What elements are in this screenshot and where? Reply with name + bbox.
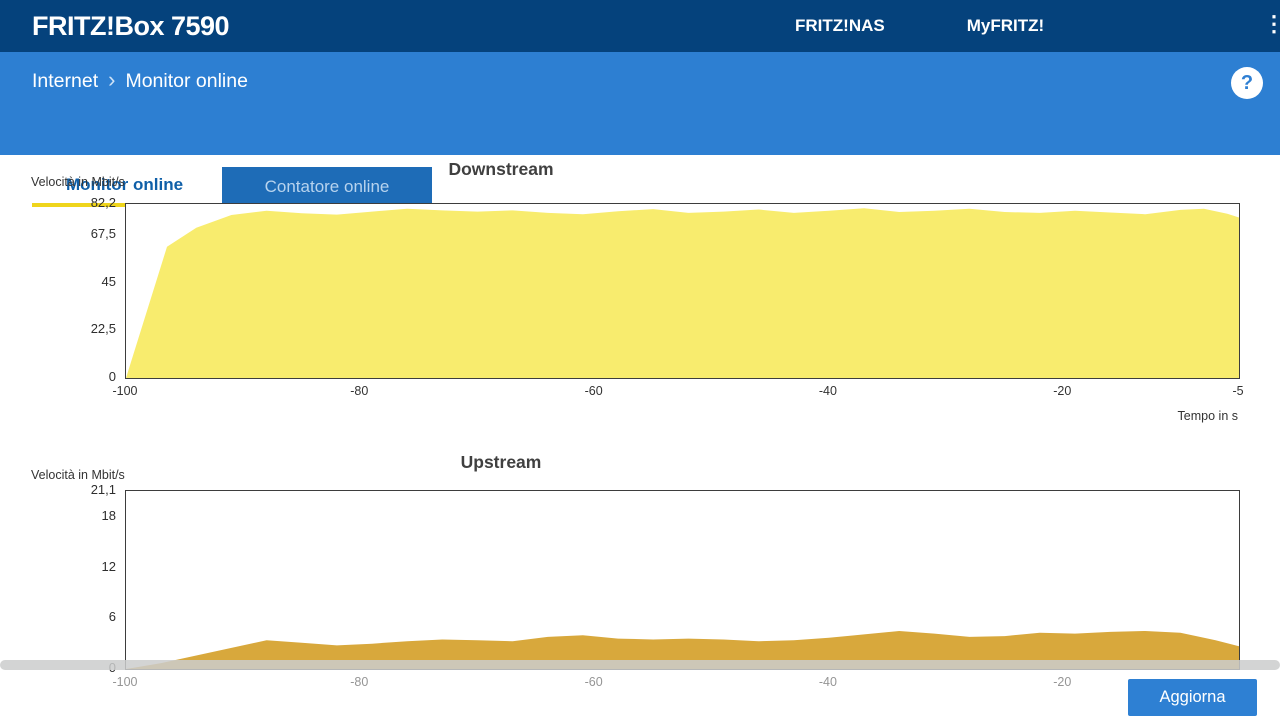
horizontal-scrollbar[interactable]: [0, 660, 1280, 670]
tab-monitor-online[interactable]: Monitor online: [32, 167, 217, 207]
x-tick-label: -80: [350, 384, 369, 398]
x-tick-label: -100: [112, 384, 138, 398]
help-button[interactable]: ?: [1231, 67, 1263, 99]
x-tick-label: -100: [112, 675, 138, 689]
x-tick-label: -40: [818, 675, 837, 689]
x-tick-label: -20: [1053, 675, 1072, 689]
kebab-menu-icon[interactable]: ⋮: [1263, 11, 1280, 36]
x-tick-label: -20: [1053, 384, 1072, 398]
tab-bar: Monitor online Contatore online: [32, 167, 432, 207]
downstream-area-series: [126, 208, 1239, 378]
upstream-area-series: [126, 631, 1239, 669]
y-tick-label: 18: [101, 508, 116, 524]
y-tick-label: 12: [101, 558, 116, 574]
y-tick-label: 67,5: [90, 226, 116, 242]
y-tick-label: 21,1: [90, 482, 116, 497]
app-title: FRITZ!Box 7590: [32, 11, 230, 41]
x-tick-label: -60: [584, 384, 603, 398]
chart-title-upstream: Upstream: [460, 452, 542, 472]
nav-fritznas[interactable]: FRITZ!NAS: [795, 16, 885, 35]
breadcrumb-page: Monitor online: [125, 69, 248, 92]
y-tick-label: 45: [101, 273, 116, 289]
x-tick-label: -40: [818, 384, 837, 398]
chart-title-downstream: Downstream: [448, 159, 554, 179]
refresh-button[interactable]: Aggiorna: [1128, 679, 1257, 716]
y-tick-label: 22,5: [90, 321, 116, 337]
y-axis-label: Velocità in Mbit/s: [31, 175, 125, 189]
x-tick-label: -60: [584, 675, 603, 689]
plot-area-downstream: [125, 203, 1240, 379]
breadcrumb-section[interactable]: Internet: [32, 69, 99, 92]
header-nav: FRITZ!NAS MyFRITZ!: [795, 0, 1044, 52]
chevron-right-icon: ›: [108, 67, 116, 92]
nav-myfritz[interactable]: MyFRITZ!: [966, 16, 1045, 35]
x-axis-label: Tempo in s: [1177, 409, 1238, 423]
question-mark-icon: ?: [1240, 71, 1254, 94]
y-tick-label: 6: [108, 609, 116, 625]
tab-contatore-online[interactable]: Contatore online: [222, 167, 432, 207]
plot-area-upstream: [125, 490, 1240, 670]
x-tick-label: -5: [1232, 384, 1244, 398]
breadcrumb: Internet › Monitor online: [32, 69, 248, 93]
y-tick-label: 0: [108, 369, 116, 384]
y-tick-label: 82,2: [90, 195, 116, 210]
subheader: Internet › Monitor online ? Monitor onli…: [0, 52, 1280, 207]
header: FRITZ!Box 7590 FRITZ!NAS MyFRITZ! ⋮: [0, 0, 1280, 52]
x-tick-label: -80: [350, 675, 369, 689]
y-axis-label: Velocità in Mbit/s: [31, 468, 125, 482]
